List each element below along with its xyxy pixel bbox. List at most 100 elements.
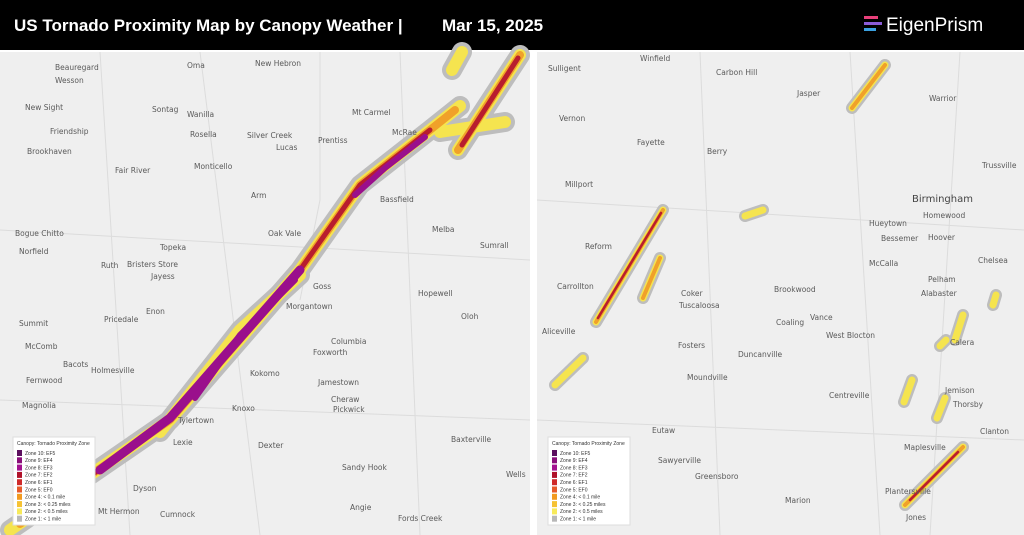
place-label: Calera	[950, 338, 974, 347]
place-label: Sontag	[152, 105, 179, 114]
place-label: Thorsby	[952, 400, 984, 409]
legend-label: Zone 7: EF2	[25, 473, 53, 479]
legend: Canopy: Tornado Proximity Zone Zone 10: E…	[12, 436, 96, 526]
place-label: Sulligent	[548, 64, 581, 73]
legend-label: Zone 3: < 0.25 miles	[25, 502, 71, 508]
page-date: Mar 15, 2025	[442, 16, 543, 35]
place-label: Bassfield	[380, 195, 414, 204]
place-label: Bogue Chitto	[15, 229, 64, 238]
place-label: New Hebron	[255, 59, 301, 68]
legend-swatch	[552, 486, 557, 493]
legend-label: Zone 1: < 1 mile	[25, 517, 61, 523]
place-label: Reform	[585, 242, 612, 251]
place-label: Morgantown	[286, 302, 333, 311]
place-label: Hopewell	[418, 289, 453, 298]
place-label: Tylertown	[177, 416, 214, 425]
place-label: Summit	[19, 319, 48, 328]
legend-box	[12, 436, 96, 526]
page-title: US Tornado Proximity Map by Canopy Weath…	[14, 16, 403, 35]
legend-label: Zone 6: EF1	[25, 480, 53, 486]
place-label: Cheraw	[331, 395, 359, 404]
place-label: Maplesville	[904, 443, 946, 452]
legend-swatch	[17, 450, 22, 456]
place-label: Goss	[313, 282, 331, 291]
place-label: Centreville	[829, 391, 870, 400]
place-label: Arm	[251, 191, 266, 200]
place-label: Wanilla	[187, 110, 214, 119]
place-label: Dexter	[258, 441, 284, 450]
place-label: Clanton	[980, 427, 1009, 436]
legend-label: Zone 9: EF4	[25, 458, 53, 464]
legend-label: Zone 10: EF5	[560, 451, 591, 457]
place-label: Brookhaven	[27, 147, 72, 156]
legend-swatch	[552, 515, 557, 522]
place-label: Prentiss	[318, 136, 348, 145]
place-label: West Blocton	[826, 331, 875, 340]
place-label: McRae	[392, 128, 417, 137]
place-label: Homewood	[923, 211, 965, 220]
place-label: Alabaster	[921, 289, 958, 298]
legend-label: Zone 6: EF1	[560, 480, 588, 486]
place-label: Enon	[146, 307, 165, 316]
place-label: Kokomo	[250, 369, 280, 378]
legend-swatch	[552, 450, 557, 456]
legend-label: Zone 8: EF3	[560, 465, 588, 471]
place-label: Sumrall	[480, 241, 509, 250]
place-label: Pricedale	[104, 315, 139, 324]
place-label: Melba	[432, 225, 455, 234]
place-label: Ruth	[101, 261, 119, 270]
place-label: Warrior	[929, 94, 957, 103]
place-label: Magnolia	[22, 401, 56, 410]
place-label: Lucas	[276, 143, 298, 152]
legend-label: Zone 4: < 0.1 mile	[25, 495, 65, 501]
place-label: Vernon	[559, 114, 585, 123]
legend-swatch	[552, 508, 557, 515]
place-label: Hueytown	[869, 219, 907, 228]
place-label: Moundville	[687, 373, 728, 382]
place-label: New Sight	[25, 103, 63, 112]
legend-swatch	[552, 479, 557, 486]
place-label: Mt Carmel	[352, 108, 391, 117]
place-label: Greensboro	[695, 472, 739, 481]
place-label: Pelham	[928, 275, 956, 284]
legend-label: Zone 2: < 0.5 miles	[560, 509, 603, 515]
legend-label: Zone 5: EF0	[560, 487, 588, 493]
legend-swatch	[17, 508, 22, 515]
legend-title: Canopy: Tornado Proximity Zone	[552, 441, 625, 447]
place-label: Wesson	[55, 76, 84, 85]
place-label: Sandy Hook	[342, 463, 388, 472]
place-label: McComb	[25, 342, 58, 351]
place-label: Trussville	[981, 161, 1017, 170]
place-label: Jamestown	[317, 378, 359, 387]
place-label: Beauregard	[55, 63, 99, 72]
legend-label: Zone 4: < 0.1 mile	[560, 495, 600, 501]
legend-swatch	[17, 479, 22, 486]
place-label: Chelsea	[978, 256, 1008, 265]
place-label: Bessemer	[881, 234, 919, 243]
place-label: Fayette	[637, 138, 665, 147]
place-label: Oloh	[461, 312, 479, 321]
logo-text: EigenPrism	[886, 15, 983, 36]
place-label: Marion	[785, 496, 811, 505]
place-label: Angie	[350, 503, 372, 512]
logo-icon	[864, 16, 882, 31]
place-label: Friendship	[50, 127, 89, 136]
place-label: Plantersville	[885, 487, 931, 496]
place-label: Carrollton	[557, 282, 594, 291]
tornado-tracks-right	[549, 59, 1002, 511]
header-bar	[0, 0, 1024, 50]
place-label: Topeka	[159, 243, 186, 252]
legend-swatch	[17, 501, 22, 508]
place-label: Mt Hermon	[98, 507, 140, 516]
legend-label: Zone 8: EF3	[25, 465, 53, 471]
place-label: Sawyerville	[658, 456, 701, 465]
place-label: Aliceville	[542, 327, 576, 336]
place-label: Berry	[707, 147, 728, 156]
place-label: Oak Vale	[268, 229, 301, 238]
place-label: Knoxo	[232, 404, 255, 413]
place-label: Cumnock	[160, 510, 196, 519]
left-map	[0, 42, 531, 535]
place-label: Fosters	[678, 341, 705, 350]
tornado-tracks	[0, 42, 530, 535]
place-label: Duncanville	[738, 350, 782, 359]
